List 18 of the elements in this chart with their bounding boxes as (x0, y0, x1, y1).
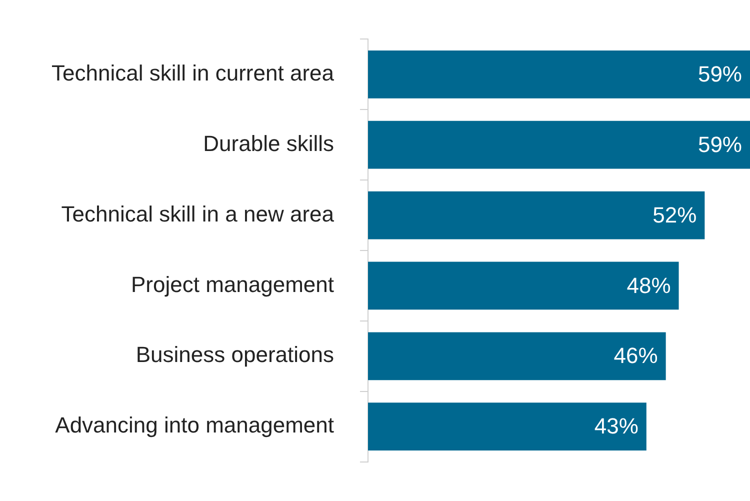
data-label: 48% (626, 272, 671, 298)
data-label: 43% (594, 414, 638, 439)
y-tick-label: Technical skill in current area (52, 60, 335, 86)
bar (368, 191, 705, 240)
bar (368, 262, 679, 310)
y-tick-label: Durable skills (203, 130, 334, 156)
data-label: 52% (652, 202, 697, 228)
bar (368, 402, 646, 451)
data-label: 46% (614, 343, 658, 368)
y-tick-label: Advancing into management (55, 412, 334, 438)
bar (368, 120, 750, 169)
bar (368, 50, 750, 98)
y-tick-label: Business operations (136, 342, 334, 368)
data-label: 59% (698, 132, 742, 157)
y-tick-label: Technical skill in a new area (61, 201, 335, 226)
bar (368, 332, 666, 380)
data-label: 59% (698, 61, 742, 86)
y-tick-label: Project management (131, 272, 334, 297)
